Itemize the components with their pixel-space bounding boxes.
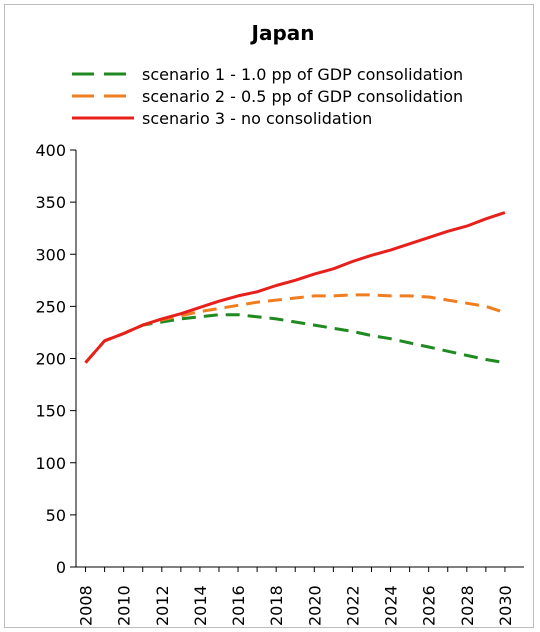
y-tick-label: 400 xyxy=(35,141,66,160)
series-line-2 xyxy=(84,293,506,364)
legend: scenario 1 - 1.0 pp of GDP consolidation… xyxy=(72,65,463,128)
chart-title: Japan xyxy=(250,21,315,45)
chart-frame xyxy=(4,4,534,628)
y-tick-label: 100 xyxy=(35,454,66,473)
plot-lines xyxy=(84,211,506,365)
series-line-3 xyxy=(84,211,506,364)
x-tick-label: 2026 xyxy=(420,585,439,626)
y-axis: 0 50 100 150 200 250 300 350 400 xyxy=(35,141,77,577)
x-tick-label: 2014 xyxy=(191,585,210,626)
x-axis: 2008 2010 2012 2014 2016 2018 2020 2022 2024 2026… xyxy=(76,566,524,626)
y-tick-label: 250 xyxy=(35,297,66,316)
y-tick-label: 50 xyxy=(46,506,66,525)
x-tick-label: 2018 xyxy=(267,585,286,626)
x-tick-label: 2020 xyxy=(305,585,324,626)
x-tick-label: 2022 xyxy=(343,585,362,626)
x-tick-label: 2010 xyxy=(115,585,134,626)
x-tick-label: 2012 xyxy=(153,585,172,626)
x-tick-label: 2008 xyxy=(77,585,96,626)
y-tick-label: 200 xyxy=(35,350,66,369)
y-tick-label: 150 xyxy=(35,402,66,421)
x-tick-label: 2028 xyxy=(458,585,477,626)
x-tick-label: 2024 xyxy=(382,585,401,626)
y-tick-label: 0 xyxy=(56,558,66,577)
y-tick-label: 300 xyxy=(35,245,66,264)
legend-label-2: scenario 2 - 0.5 pp of GDP consolidation xyxy=(142,87,463,106)
y-tick-label: 350 xyxy=(35,193,66,212)
x-tick-label: 2030 xyxy=(496,585,515,626)
x-tick-label: 2016 xyxy=(229,585,248,626)
series-line-1 xyxy=(84,313,506,365)
legend-label-3: scenario 3 - no consolidation xyxy=(142,109,372,128)
legend-label-1: scenario 1 - 1.0 pp of GDP consolidation xyxy=(142,65,463,84)
